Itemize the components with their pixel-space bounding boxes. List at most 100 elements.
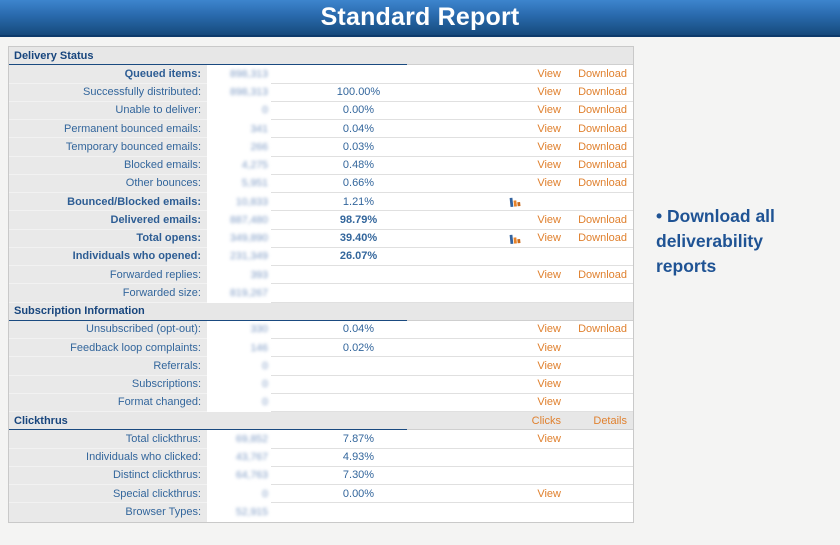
- icon-slot: [507, 503, 523, 521]
- view-link[interactable]: View: [537, 359, 561, 372]
- row-label: Subscriptions:: [9, 375, 207, 394]
- download-slot: Download: [561, 266, 633, 285]
- redacted-number: 10,833: [235, 195, 268, 208]
- view-link[interactable]: View: [537, 159, 561, 172]
- view-link[interactable]: View: [537, 432, 561, 445]
- download-link[interactable]: Download: [578, 268, 627, 281]
- row-spacer: [446, 394, 507, 412]
- table-row-total-opens: Total opens: 349,890 39.40% View Download: [9, 229, 633, 248]
- download-link[interactable]: Download: [578, 104, 627, 117]
- row-spacer: [446, 65, 507, 84]
- section-title: Subscription Information: [9, 302, 207, 321]
- icon-slot: [507, 138, 523, 157]
- download-link[interactable]: Download: [578, 86, 627, 99]
- view-link[interactable]: View: [537, 213, 561, 226]
- icon-slot: [507, 284, 523, 303]
- icon-slot: [507, 120, 523, 139]
- view-link[interactable]: View: [537, 122, 561, 135]
- row-label: Special clickthrus:: [9, 485, 207, 504]
- redacted-number: 898,313: [230, 67, 268, 80]
- view-slot: View: [523, 430, 561, 449]
- row-spacer: [446, 376, 507, 394]
- page-title: Standard Report: [320, 3, 520, 31]
- row-value-redacted: 64,763: [207, 466, 271, 485]
- view-slot: View: [523, 102, 561, 120]
- view-link[interactable]: View: [537, 323, 561, 336]
- view-slot: View: [523, 376, 561, 394]
- view-slot: View: [523, 65, 561, 84]
- view-slot: View: [523, 266, 561, 285]
- redacted-number: 0: [262, 359, 268, 372]
- table-row-total-clickthrus: Total clickthrus: 69,852 7.87% View: [9, 430, 633, 449]
- redacted-number: 0: [262, 378, 268, 391]
- view-link[interactable]: View: [537, 487, 561, 500]
- download-slot: Download: [561, 211, 633, 230]
- view-link[interactable]: View: [537, 104, 561, 117]
- icon-slot: [507, 248, 523, 266]
- view-link[interactable]: View: [537, 140, 561, 153]
- row-percent: [271, 394, 446, 412]
- download-link[interactable]: Download: [578, 122, 627, 135]
- view-link[interactable]: View: [537, 268, 561, 281]
- row-label: Queued items:: [9, 65, 207, 84]
- view-link[interactable]: View: [537, 86, 561, 99]
- view-slot: View: [523, 230, 561, 248]
- view-link[interactable]: View: [537, 378, 561, 391]
- section-row-delivery-status: Delivery Status: [9, 47, 633, 66]
- download-slot: Download: [561, 175, 633, 193]
- view-link[interactable]: View: [537, 67, 561, 80]
- section-gap: [446, 47, 507, 66]
- download-slot: Download: [561, 120, 633, 139]
- row-label: Total clickthrus:: [9, 430, 207, 449]
- view-link[interactable]: View: [537, 177, 561, 190]
- section-gap: [207, 302, 271, 321]
- download-link[interactable]: Download: [578, 140, 627, 153]
- bar-chart-icon[interactable]: [509, 233, 521, 244]
- row-percent: 0.00%: [271, 102, 446, 120]
- row-spacer: [446, 339, 507, 358]
- table-row-format-changed: Format changed: 0 View: [9, 393, 633, 412]
- view-slot: [523, 193, 561, 212]
- redacted-number: 4,275: [241, 159, 268, 172]
- view-slot: [523, 449, 561, 467]
- download-link[interactable]: Download: [578, 213, 627, 226]
- view-slot: View: [523, 339, 561, 358]
- row-value-redacted: 5,951: [207, 174, 271, 193]
- download-link[interactable]: Download: [578, 159, 627, 172]
- download-slot: Download: [561, 138, 633, 157]
- view-slot: [523, 467, 561, 485]
- download-link[interactable]: Download: [578, 323, 627, 336]
- row-label: Browser Types:: [9, 503, 207, 522]
- row-value-redacted: 330: [207, 320, 271, 339]
- row-percent: 100.00%: [271, 84, 446, 102]
- report-banner: Standard Report: [0, 0, 840, 37]
- table-row-other-bounces: Other bounces: 5,951 0.66% View Download: [9, 174, 633, 193]
- download-slot: [561, 485, 633, 504]
- row-label: Referrals:: [9, 357, 207, 376]
- redacted-number: 393: [250, 268, 268, 281]
- view-link[interactable]: View: [537, 341, 561, 354]
- row-spacer: [446, 485, 507, 504]
- row-label: Bounced/Blocked emails:: [9, 193, 207, 212]
- row-value-redacted: 231,349: [207, 247, 271, 266]
- clicks-link[interactable]: Clicks: [531, 414, 561, 427]
- details-link[interactable]: Details: [593, 414, 627, 427]
- download-link[interactable]: Download: [578, 232, 627, 245]
- row-label: Unsubscribed (opt-out):: [9, 320, 207, 339]
- row-percent: 0.02%: [271, 339, 446, 358]
- section-gap: [271, 47, 446, 66]
- table-row-individuals-who-opened: Individuals who opened: 231,349 26.07%: [9, 247, 633, 266]
- view-link[interactable]: View: [537, 396, 561, 409]
- download-slot: Download: [561, 102, 633, 120]
- bar-chart-icon[interactable]: [509, 196, 521, 208]
- table-row-bounced-blocked-emails: Bounced/Blocked emails: 10,833 1.21%: [9, 193, 633, 212]
- view-slot: View: [523, 138, 561, 157]
- view-slot: [523, 503, 561, 521]
- redacted-number: 330: [250, 323, 268, 336]
- report-table: Delivery Status Queued items: 898,313 View D…: [8, 46, 634, 523]
- row-percent: [271, 357, 446, 376]
- download-link[interactable]: Download: [578, 67, 627, 80]
- view-link[interactable]: View: [537, 232, 561, 245]
- table-row-special-clickthrus: Special clickthrus: 0 0.00% View: [9, 485, 633, 504]
- download-link[interactable]: Download: [578, 177, 627, 190]
